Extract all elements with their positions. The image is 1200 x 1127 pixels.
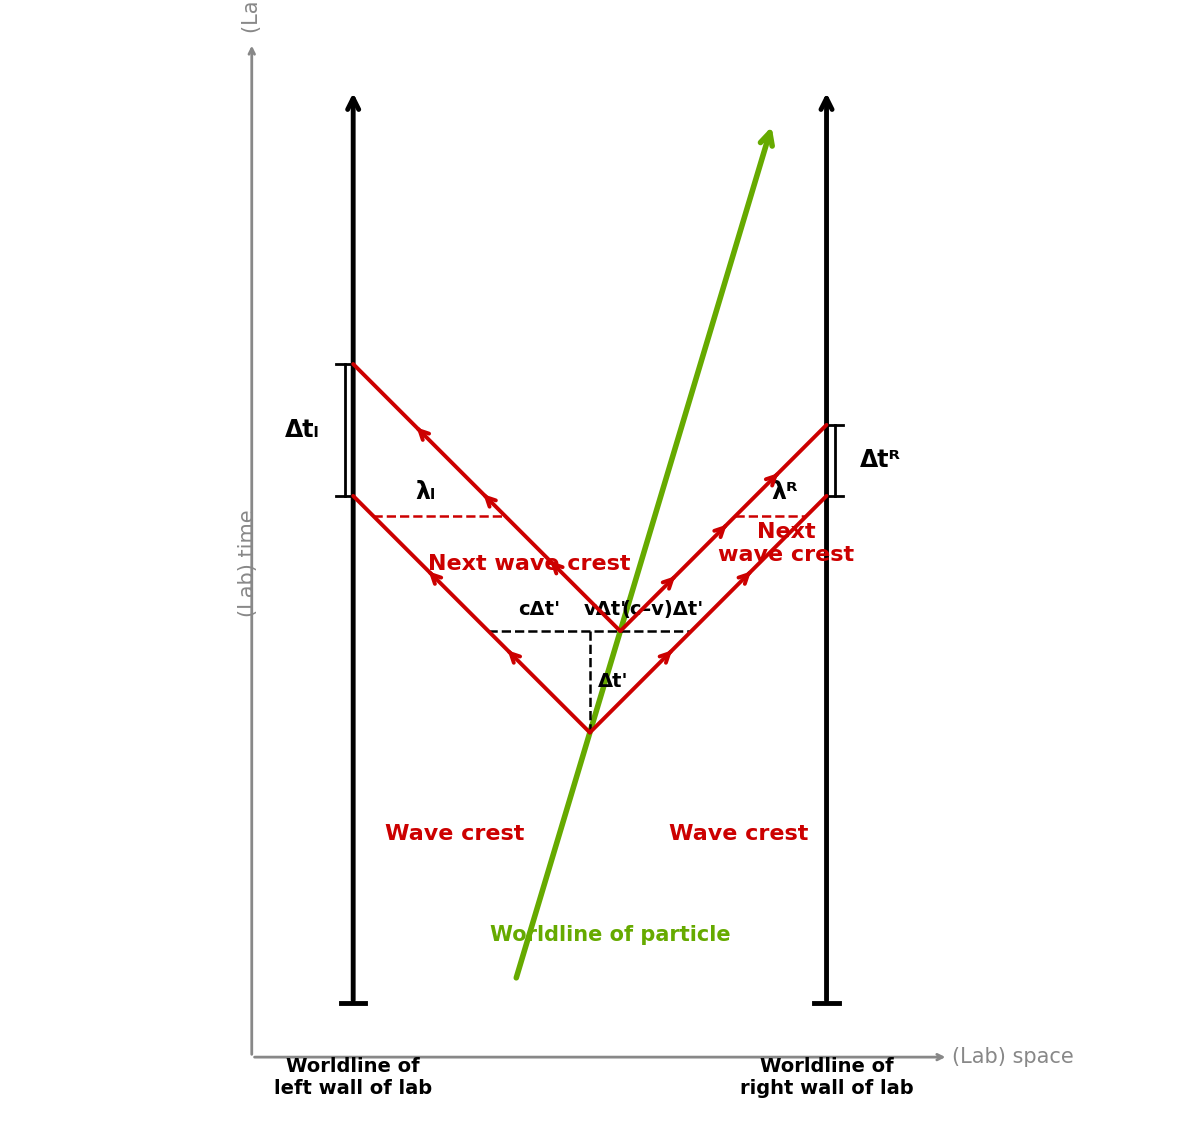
Text: (Lab) time: (Lab) time (241, 0, 262, 33)
Text: cΔt': cΔt' (518, 600, 560, 619)
Text: Next
wave crest: Next wave crest (718, 522, 854, 565)
Text: Worldline of
left wall of lab: Worldline of left wall of lab (274, 1057, 432, 1098)
Text: (Lab) space: (Lab) space (952, 1047, 1073, 1067)
Text: λᴿ: λᴿ (772, 480, 798, 504)
Text: Δtᴿ: Δtᴿ (860, 449, 901, 472)
Text: Next wave crest: Next wave crest (427, 553, 630, 574)
Text: λₗ: λₗ (415, 480, 436, 504)
Text: (c–v)Δt': (c–v)Δt' (622, 600, 703, 619)
Text: Worldline of particle: Worldline of particle (490, 925, 731, 946)
Text: Δtₗ: Δtₗ (286, 418, 320, 442)
Text: Δt': Δt' (598, 673, 629, 691)
Text: Worldline of
right wall of lab: Worldline of right wall of lab (739, 1057, 913, 1098)
Text: (Lab) time: (Lab) time (239, 509, 258, 618)
Text: Wave crest: Wave crest (668, 824, 809, 844)
Text: vΔt': vΔt' (583, 600, 626, 619)
Text: Wave crest: Wave crest (385, 824, 524, 844)
